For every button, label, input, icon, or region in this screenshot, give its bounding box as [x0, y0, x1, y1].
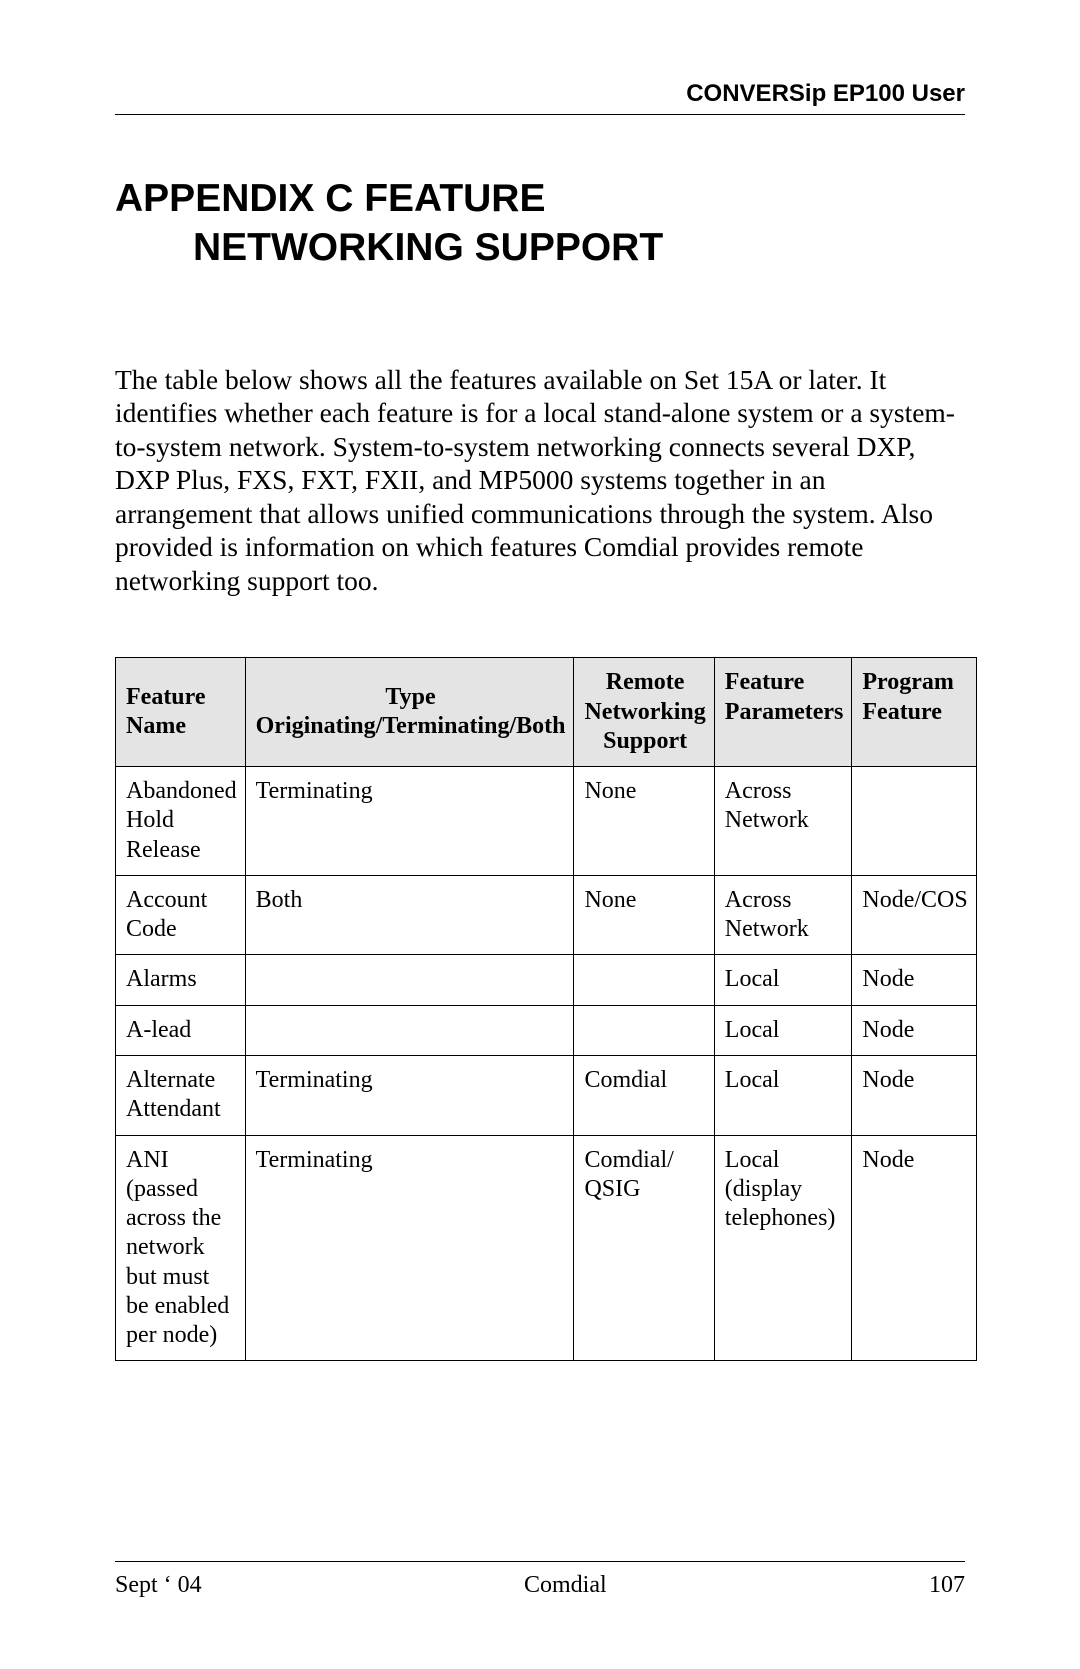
cell-remote: Comdial/ QSIG: [574, 1135, 714, 1361]
table-row: Abandoned Hold Release Terminating None …: [116, 767, 977, 876]
header-text: CONVERSip EP100 User: [686, 80, 965, 107]
col-header-type: Type Originating/Terminating/Both: [245, 658, 574, 767]
page-footer: Sept ‘ 04 Comdial 107: [115, 1561, 965, 1599]
cell-program: Node: [852, 1055, 976, 1135]
cell-remote: [574, 955, 714, 1005]
intro-paragraph: The table below shows all the features a…: [115, 363, 965, 598]
page-header: CONVERSip EP100 User: [115, 80, 965, 115]
table-header-row: Feature Name Type Originating/Terminatin…: [116, 658, 977, 767]
cell-feature-name: Account Code: [116, 875, 246, 955]
cell-program: Node: [852, 955, 976, 1005]
footer-company: Comdial: [524, 1572, 607, 1599]
cell-type: [245, 955, 574, 1005]
cell-type: Terminating: [245, 1055, 574, 1135]
cell-remote: Comdial: [574, 1055, 714, 1135]
cell-feature-name: A-lead: [116, 1005, 246, 1055]
footer-page-number: 107: [929, 1572, 965, 1599]
cell-remote: None: [574, 767, 714, 876]
col-header-feature-name: Feature Name: [116, 658, 246, 767]
cell-params: Across Network: [714, 767, 852, 876]
cell-type: [245, 1005, 574, 1055]
cell-feature-name: ANI (passed across the network but must …: [116, 1135, 246, 1361]
cell-program: [852, 767, 976, 876]
footer-date: Sept ‘ 04: [115, 1572, 202, 1599]
col-header-parameters: Feature Parameters: [714, 658, 852, 767]
cell-type: Both: [245, 875, 574, 955]
cell-program: Node/COS: [852, 875, 976, 955]
cell-type: Terminating: [245, 767, 574, 876]
cell-params: Local: [714, 1005, 852, 1055]
col-header-remote: Remote Networking Support: [574, 658, 714, 767]
cell-type: Terminating: [245, 1135, 574, 1361]
appendix-heading: APPENDIX C FEATURE NETWORKING SUPPORT: [115, 175, 965, 273]
heading-line2: NETWORKING SUPPORT: [115, 224, 965, 273]
cell-remote: None: [574, 875, 714, 955]
cell-feature-name: Alarms: [116, 955, 246, 1005]
table-row: Alternate Attendant Terminating Comdial …: [116, 1055, 977, 1135]
cell-remote: [574, 1005, 714, 1055]
heading-line1: APPENDIX C FEATURE: [115, 177, 546, 220]
cell-feature-name: Alternate Attendant: [116, 1055, 246, 1135]
table-row: Alarms Local Node: [116, 955, 977, 1005]
table-row: ANI (passed across the network but must …: [116, 1135, 977, 1361]
table-row: A-lead Local Node: [116, 1005, 977, 1055]
cell-program: Node: [852, 1135, 976, 1361]
feature-networking-table: Feature Name Type Originating/Terminatin…: [115, 657, 977, 1361]
col-header-program: Program Feature: [852, 658, 976, 767]
cell-program: Node: [852, 1005, 976, 1055]
cell-params: Across Network: [714, 875, 852, 955]
cell-feature-name: Abandoned Hold Release: [116, 767, 246, 876]
cell-params: Local: [714, 955, 852, 1005]
cell-params: Local: [714, 1055, 852, 1135]
cell-params: Local (display telephones): [714, 1135, 852, 1361]
table-row: Account Code Both None Across Network No…: [116, 875, 977, 955]
